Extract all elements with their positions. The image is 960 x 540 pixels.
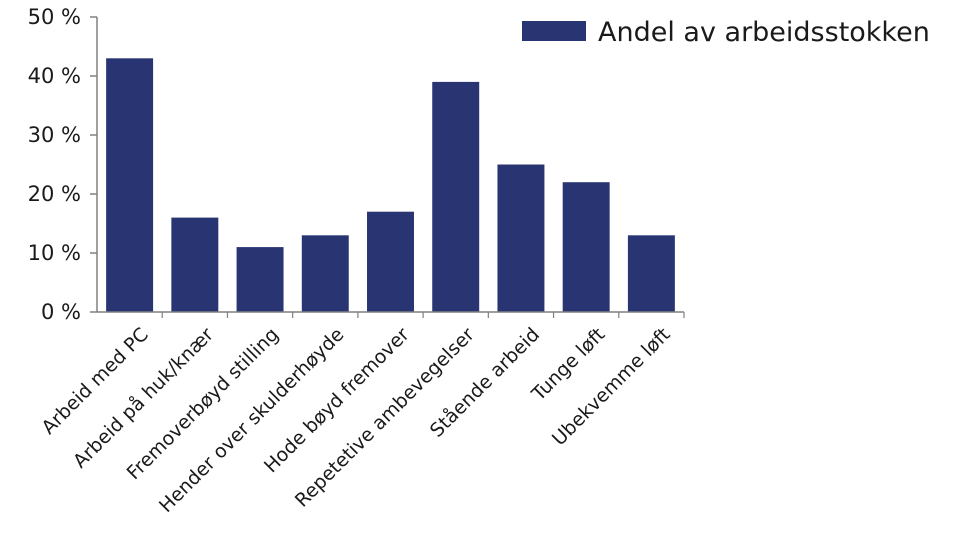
bar [367, 211, 414, 312]
y-tick-label: 40 % [28, 64, 81, 88]
x-category-label: Stående arbeid [425, 323, 544, 442]
y-tick-label: 20 % [28, 182, 81, 206]
y-axis-ticks: 0 % 10 % 20 % 30 % 40 % 50 % [28, 5, 97, 324]
bar [562, 182, 610, 312]
axes [96, 17, 684, 313]
y-tick-label: 30 % [28, 123, 81, 147]
bar [627, 235, 675, 312]
bar [106, 58, 154, 312]
y-tick-label: 50 % [28, 5, 81, 29]
legend-label: Andel av arbeidsstokken [598, 17, 930, 48]
y-tick-label: 0 % [41, 300, 81, 324]
bar [236, 247, 284, 312]
legend-swatch [522, 21, 586, 41]
legend: Andel av arbeidsstokken [522, 17, 930, 48]
bar [432, 81, 480, 313]
bar [171, 217, 219, 312]
y-tick-label: 10 % [28, 241, 81, 265]
bar [301, 235, 349, 312]
x-category-label: Ubekvemme løft [548, 324, 675, 451]
bars [106, 58, 675, 313]
bar [497, 164, 545, 312]
